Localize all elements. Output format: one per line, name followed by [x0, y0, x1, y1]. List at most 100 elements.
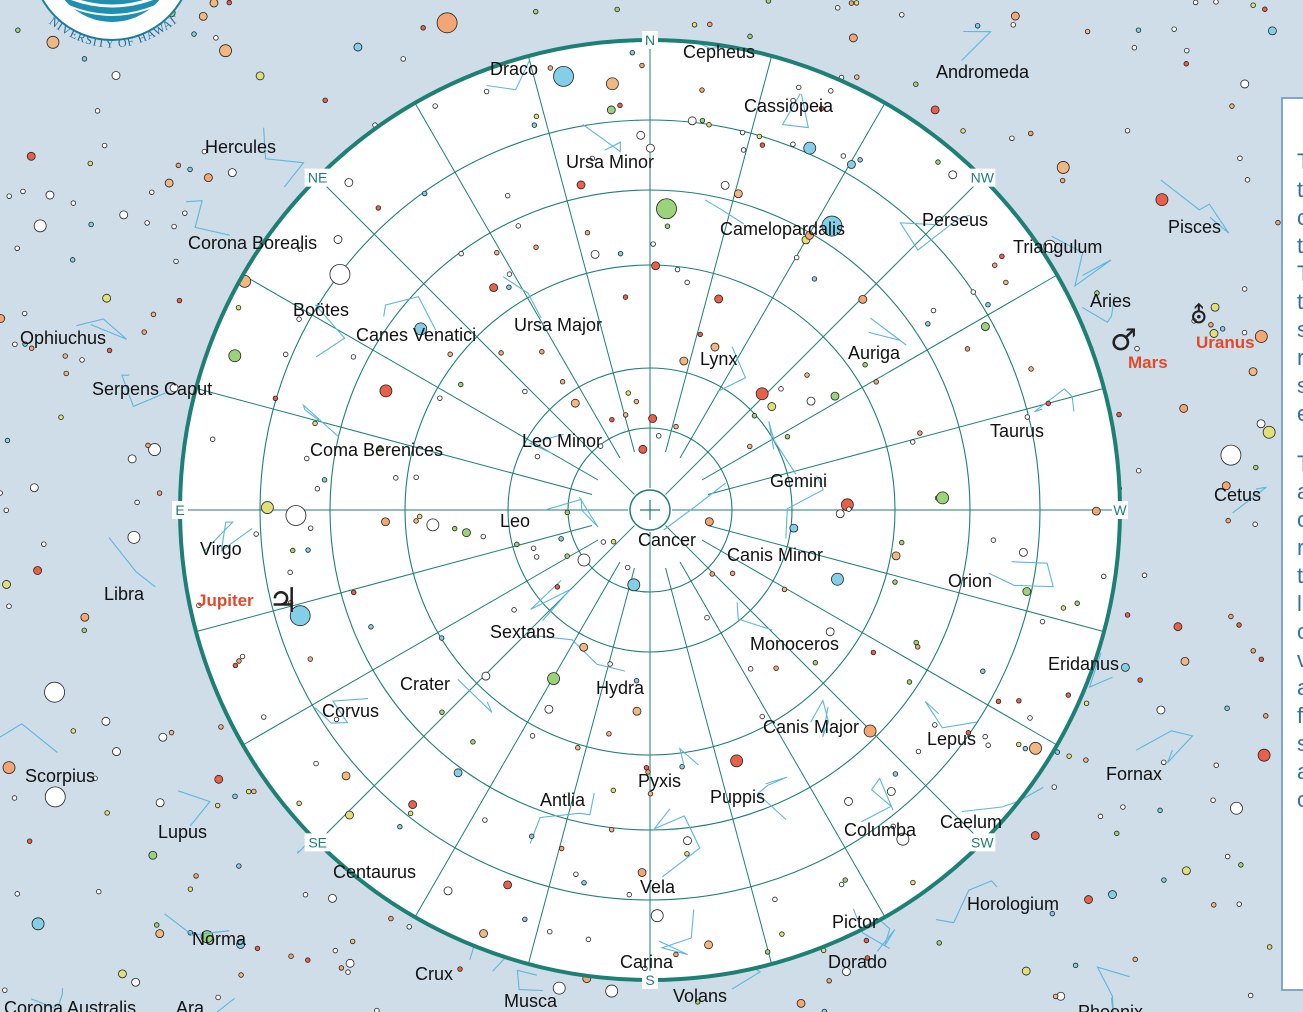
star — [622, 412, 629, 418]
star — [106, 347, 113, 354]
star — [480, 533, 486, 540]
star — [175, 162, 182, 169]
direction-label-se: SE — [308, 834, 327, 850]
star — [1120, 662, 1130, 672]
star — [102, 293, 112, 303]
star — [452, 525, 458, 532]
star — [289, 605, 311, 627]
star — [980, 322, 990, 331]
star — [710, 342, 720, 352]
star — [1224, 853, 1231, 860]
star — [45, 190, 55, 200]
star — [626, 891, 632, 898]
star — [314, 486, 321, 492]
constellation-line-pisces — [1160, 179, 1230, 234]
constellation-label-bootes: Boötes — [293, 300, 349, 320]
star — [307, 656, 313, 662]
star — [218, 724, 224, 730]
star — [31, 917, 45, 931]
star — [1010, 22, 1016, 28]
constellation-label-lupus: Lupus — [158, 822, 207, 842]
star — [1236, 901, 1242, 907]
star — [990, 537, 997, 543]
panel-text-fragment: s — [1297, 373, 1303, 398]
star — [407, 810, 414, 817]
star — [590, 249, 600, 259]
star — [482, 817, 488, 823]
star — [759, 142, 766, 148]
constellation-label-canes-venatici: Canes Venatici — [356, 325, 476, 345]
star — [632, 706, 642, 716]
star — [834, 5, 841, 11]
star — [1256, 419, 1266, 429]
star — [101, 716, 111, 726]
constellation-line-perseus — [899, 214, 971, 251]
star — [169, 383, 179, 393]
star — [642, 965, 648, 972]
constellation-line-phoenix — [1096, 966, 1130, 1012]
star — [11, 795, 18, 801]
constellation-line-aries — [1081, 296, 1116, 323]
star — [1191, 318, 1197, 324]
star — [20, 188, 26, 195]
constellation-label-leo: Leo — [500, 511, 530, 531]
constellation-line-orion — [988, 561, 1054, 588]
grid-spoke — [317, 177, 635, 495]
star — [134, 499, 140, 506]
star — [645, 769, 651, 775]
direction-label-bg — [304, 168, 331, 187]
star — [148, 850, 158, 860]
star — [21, 310, 28, 317]
constellation-label-phoenix: Phoenix — [1078, 1002, 1143, 1012]
star — [238, 972, 244, 978]
constellation-label-camelopardalis: Camelopardalis — [720, 219, 845, 239]
star — [606, 731, 612, 737]
star — [349, 938, 356, 945]
star — [1228, 613, 1234, 620]
star — [790, 141, 796, 147]
constellation-line-draco — [486, 60, 530, 91]
star — [33, 219, 47, 233]
star — [287, 569, 293, 576]
star — [533, 244, 539, 250]
star — [1210, 302, 1220, 312]
constellation-line-puppis — [756, 776, 788, 820]
star — [254, 945, 261, 952]
constellation-label-lynx: Lynx — [700, 349, 737, 369]
constellation-label-ursa-minor: Ursa Minor — [566, 152, 654, 172]
star — [584, 230, 591, 236]
star — [529, 833, 535, 839]
star — [573, 871, 579, 877]
star — [1059, 177, 1066, 184]
star — [436, 12, 458, 34]
star — [494, 249, 500, 256]
star — [899, 12, 905, 18]
star — [673, 951, 679, 958]
star — [687, 116, 697, 126]
star — [842, 967, 851, 976]
star — [1027, 715, 1033, 721]
constellation-line-eridanus — [1088, 652, 1113, 689]
grid-spoke — [707, 525, 1105, 633]
star — [529, 733, 536, 739]
constellation-line-camelopardalis — [704, 199, 744, 225]
star — [985, 742, 991, 748]
star — [345, 810, 354, 820]
star — [400, 56, 406, 62]
star — [605, 984, 619, 998]
constellation-line-andromeda — [961, 30, 992, 61]
constellation-label-puppis: Puppis — [710, 787, 765, 807]
star — [236, 940, 246, 949]
star — [2, 580, 11, 589]
star — [784, 433, 791, 440]
constellation-line-virgo — [204, 521, 253, 552]
constellation-line-cetus — [1232, 486, 1267, 514]
panel-text-fragment: v — [1297, 647, 1303, 672]
constellation-line-monoceros — [736, 602, 773, 631]
star — [235, 304, 242, 311]
constellation-line-horologium — [935, 880, 998, 924]
star — [1229, 103, 1235, 109]
star — [87, 160, 93, 167]
direction-label-bg — [1112, 501, 1128, 519]
constellation-label-pyxis: Pyxis — [638, 771, 681, 791]
